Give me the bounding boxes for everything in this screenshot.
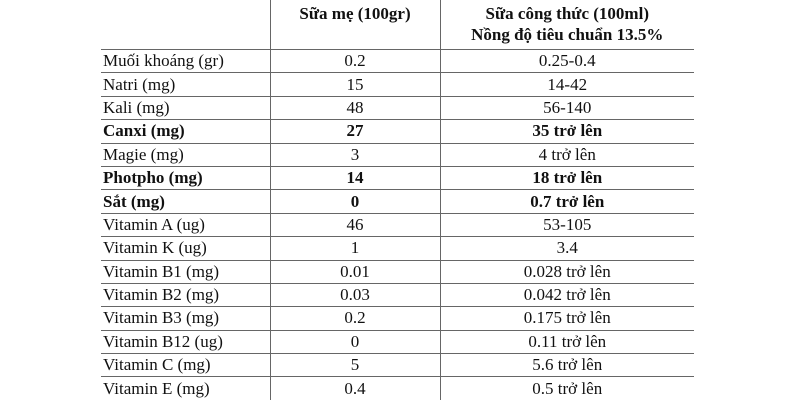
table-row: Vitamin B1 (mg) 0.01 0.028 trở lên: [101, 260, 694, 284]
nutrient-name-cell: Photpho (mg): [101, 166, 270, 191]
table-row: Vitamin C (mg) 5 5.6 trở lên: [101, 353, 694, 378]
nutrient-name-cell: Vitamin B3 (mg): [101, 306, 270, 331]
formula-value-cell: 3.4: [439, 236, 694, 261]
breast-milk-value-cell: 1: [269, 236, 440, 261]
formula-value-cell: 56-140: [439, 96, 694, 121]
nutrition-comparison-table-container: Sữa mẹ (100gr) Sữa công thức (100ml) Nồn…: [101, 0, 694, 400]
formula-value-cell: 53-105: [439, 213, 694, 238]
breast-milk-value-cell: 0: [269, 330, 440, 355]
table-row: Vitamin A (ug) 46 53-105: [101, 213, 694, 238]
nutrient-name-cell: Vitamin K (ug): [101, 236, 270, 261]
breast-milk-value-cell: 0.03: [269, 283, 440, 308]
nutrition-comparison-table: Sữa mẹ (100gr) Sữa công thức (100ml) Nồn…: [101, 0, 694, 400]
table-row: Vitamin E (mg) 0.4 0.5 trở lên: [101, 376, 694, 400]
breast-milk-value-cell: 15: [269, 72, 440, 97]
table-body: Muối khoáng (gr) 0.2 0.25-0.4 Natri (mg) 15 1…: [101, 49, 694, 400]
header-formula-line2: Nồng độ tiêu chuẩn 13.5%: [471, 25, 664, 44]
formula-value-cell: 4 trở lên: [439, 143, 694, 167]
nutrient-name-cell: Vitamin E (mg): [103, 378, 210, 398]
table-row: Vitamin B2 (mg) 0.03 0.042 trở lên: [101, 283, 694, 308]
breast-milk-value-cell: 0.4: [269, 376, 440, 400]
formula-value-cell: 0.25-0.4: [439, 49, 694, 74]
nutrient-name-cell: Vitamin B12 (ug): [101, 330, 270, 355]
nutrient-name-cell: Sắt (mg): [101, 189, 270, 214]
breast-milk-value-cell: 27: [269, 119, 440, 144]
breast-milk-value-cell: 46: [269, 213, 440, 238]
nutrient-name-cell: Vitamin A (ug): [101, 213, 270, 238]
header-breast-milk: Sữa mẹ (100gr): [269, 0, 440, 50]
breast-milk-value-cell: 0.2: [269, 49, 440, 74]
breast-milk-value-cell: 48: [269, 96, 440, 121]
formula-value-cell: 0.042 trở lên: [439, 283, 694, 308]
formula-value-cell: 0.5 trở lên: [439, 376, 694, 400]
table-row: Photpho (mg) 14 18 trở lên: [101, 166, 694, 191]
formula-value-cell: 35 trở lên: [439, 119, 694, 144]
nutrient-name-cell: Vitamin B2 (mg): [101, 283, 270, 308]
header-formula-line1: Sữa công thức (100ml): [485, 4, 649, 23]
breast-milk-value-cell: 0: [269, 189, 440, 214]
formula-value-cell: 0.7 trở lên: [439, 189, 694, 214]
formula-value-cell: 0.028 trở lên: [439, 260, 694, 284]
breast-milk-value-cell: 0.2: [269, 306, 440, 331]
formula-value-cell: 18 trở lên: [439, 166, 694, 191]
nutrient-name-cell: Natri (mg): [101, 72, 270, 97]
formula-value-cell: 14-42: [439, 72, 694, 97]
nutrient-name-cell: Canxi (mg): [101, 119, 270, 144]
header-nutrient: [101, 0, 270, 50]
breast-milk-value-cell: 3: [269, 143, 440, 167]
table-row: Natri (mg) 15 14-42: [101, 72, 694, 97]
table-row: Sắt (mg) 0 0.7 trở lên: [101, 189, 694, 214]
table-row: Vitamin K (ug) 1 3.4: [101, 236, 694, 261]
formula-value-cell: 5.6 trở lên: [439, 353, 694, 378]
breast-milk-value-cell: 0.01: [269, 260, 440, 284]
table-row: Kali (mg) 48 56-140: [101, 96, 694, 121]
breast-milk-value-cell: 5: [269, 353, 440, 378]
nutrient-name-cell: Magie (mg): [101, 143, 270, 167]
table-row: Vitamin B12 (ug) 0 0.11 trở lên: [101, 330, 694, 355]
table-row: Vitamin B3 (mg) 0.2 0.175 trở lên: [101, 306, 694, 331]
nutrient-name-cell: Vitamin B1 (mg): [101, 260, 270, 284]
formula-value-cell: 0.11 trở lên: [439, 330, 694, 355]
breast-milk-value-cell: 14: [269, 166, 440, 191]
table-header-row: Sữa mẹ (100gr) Sữa công thức (100ml) Nồn…: [101, 0, 694, 50]
nutrient-name-cell: Kali (mg): [101, 96, 270, 121]
table-row: Magie (mg) 3 4 trở lên: [101, 143, 694, 167]
nutrient-name-cell: Vitamin C (mg): [101, 353, 270, 378]
header-formula: Sữa công thức (100ml) Nồng độ tiêu chuẩn…: [439, 0, 694, 50]
nutrient-name-cell: Muối khoáng (gr): [101, 49, 270, 74]
formula-value-cell: 0.175 trở lên: [439, 306, 694, 331]
table-row: Canxi (mg) 27 35 trở lên: [101, 119, 694, 144]
table-row: Muối khoáng (gr) 0.2 0.25-0.4: [101, 49, 694, 74]
